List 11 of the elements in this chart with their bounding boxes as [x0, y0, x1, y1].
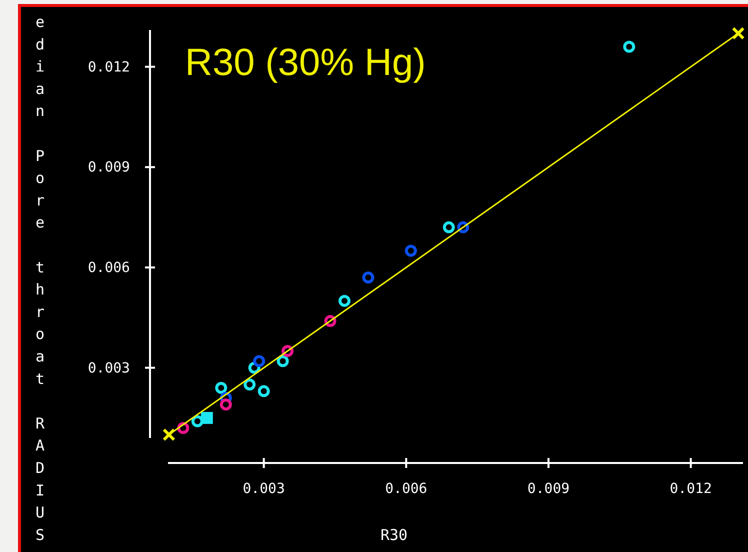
x-tick-label: 0.009: [527, 480, 570, 497]
y-tick-label: 0.003: [88, 360, 130, 376]
x-tick-label: 0.012: [670, 480, 712, 497]
y-tick-label: 0.006: [88, 260, 130, 276]
x-tick-label: 0.003: [242, 480, 285, 497]
chart-title: R30 (30% Hg): [185, 42, 426, 84]
y-tick-label: 0.009: [88, 160, 130, 176]
x-tick-label: 0.006: [385, 480, 428, 497]
x-axis-title: R30: [380, 526, 408, 544]
y-tick-label: 0.012: [88, 59, 130, 76]
text: edian Pore throat RADIUS: [35, 13, 45, 544]
